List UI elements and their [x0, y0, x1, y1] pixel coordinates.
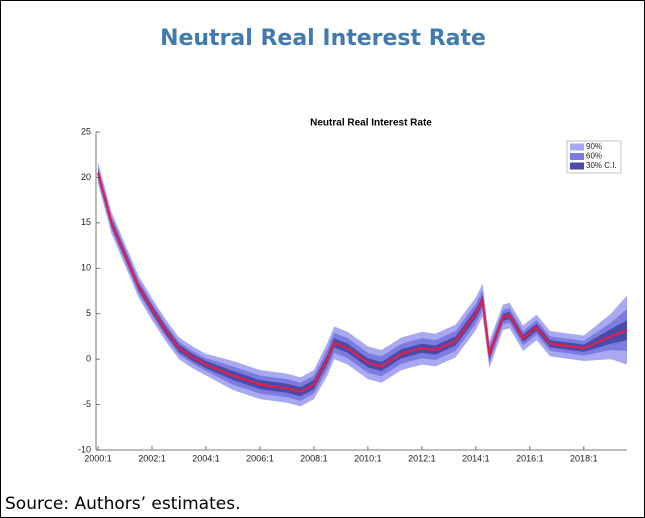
legend-label: 90% [586, 142, 602, 151]
legend-swatch [570, 162, 584, 170]
x-tick-label: 2002:1 [138, 453, 166, 463]
chart-title: Neutral Real Interest Rate [310, 118, 432, 129]
legend-swatch [570, 153, 584, 160]
source-note: Source: Authors’ estimates. [5, 494, 241, 514]
y-tick-label: 0 [86, 354, 91, 364]
y-tick-label: -5 [83, 399, 91, 409]
slide-title: Neutral Real Interest Rate [160, 26, 486, 51]
median-line [96, 172, 628, 394]
x-tick-label: 2004:1 [192, 453, 220, 463]
y-tick-label: -10 [78, 444, 91, 454]
x-tick-label: 2012:1 [408, 453, 436, 463]
x-tick-label: 2016:1 [516, 453, 544, 463]
ci-band [98, 161, 627, 407]
y-tick-label: 15 [81, 217, 91, 227]
ci-band [98, 166, 627, 401]
y-tick-label: 5 [86, 308, 91, 318]
x-tick-label: 2008:1 [300, 453, 328, 463]
x-tick-label: 2006:1 [246, 453, 274, 463]
y-tick-label: 20 [81, 172, 91, 182]
legend-swatch [570, 143, 584, 151]
ci-band [98, 169, 627, 397]
y-tick-label: 10 [81, 263, 91, 273]
legend-label: 60% [586, 152, 602, 161]
x-tick-label: 2018:1 [570, 453, 598, 463]
x-tick-label: 2000:1 [84, 453, 112, 463]
x-tick-label: 2010:1 [354, 453, 382, 463]
y-tick-label: 25 [81, 126, 91, 136]
legend-label: 30% C.I. [586, 161, 617, 170]
x-tick-label: 2014:1 [462, 453, 490, 463]
